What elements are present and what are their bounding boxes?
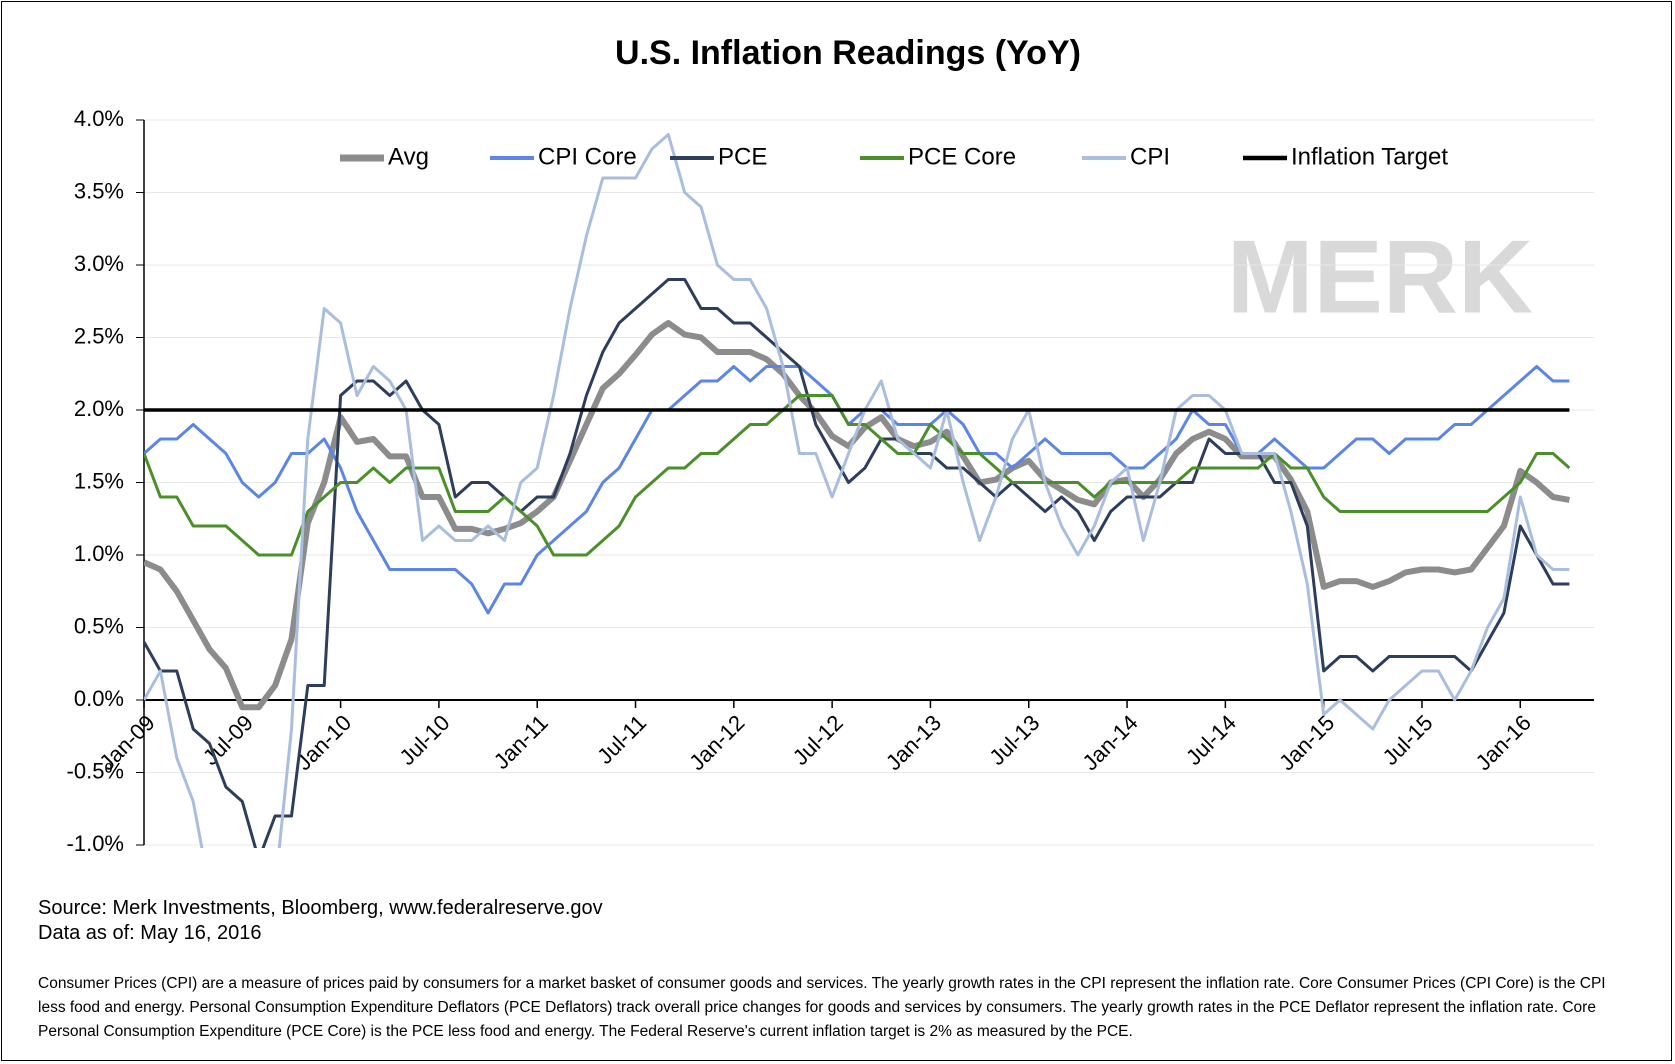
x-tick-label: Jan-11: [489, 710, 553, 774]
legend-label: Avg: [388, 143, 429, 170]
series-line: [144, 133, 1570, 848]
x-tick-label: Jan-15: [1274, 710, 1339, 775]
x-tick-label: Jan-13: [881, 710, 946, 775]
legend-label: PCE: [718, 143, 767, 170]
x-tick-label: Jul-13: [984, 710, 1044, 770]
series-line: [144, 365, 1570, 615]
chart: U.S. Inflation Readings (YoY) MERK -1.0%…: [67, 34, 1594, 856]
chart-title: U.S. Inflation Readings (YoY): [615, 34, 1081, 72]
x-tick-label: Jan-16: [1471, 710, 1536, 775]
y-tick-label: 2.5%: [74, 323, 124, 348]
y-tick-label: -0.5%: [67, 758, 124, 783]
series-line: [144, 394, 1571, 557]
footnote: Consumer Prices (CPI) are a measure of p…: [38, 975, 1606, 1040]
x-tick-label: Jul-11: [592, 710, 651, 769]
x-tick-label: Jul-12: [788, 710, 848, 770]
series-line: [144, 320, 1570, 711]
x-tick-label: Jan-12: [684, 710, 749, 775]
y-tick-label: 3.5%: [74, 178, 124, 203]
legend-label: Inflation Target: [1291, 143, 1448, 170]
x-tick-label: Jul-10: [395, 710, 455, 770]
y-tick-label: 0.5%: [74, 613, 124, 638]
y-tick-label: -1.0%: [67, 831, 124, 856]
y-tick-label: 3.0%: [74, 251, 124, 276]
watermark: MERK: [1227, 219, 1533, 335]
source: Source: Merk Investments, Bloomberg, www…: [38, 897, 603, 919]
x-tick-label: Jul-15: [1378, 710, 1438, 770]
x-tick-label: Jul-14: [1181, 710, 1241, 770]
legend-label: CPI Core: [538, 143, 637, 170]
x-tick-label: Jan-09: [94, 710, 159, 775]
y-tick-label: 1.0%: [74, 541, 124, 566]
series-line: [144, 278, 1570, 848]
y-tick-label: 1.5%: [74, 468, 124, 493]
x-tick-label: Jan-14: [1077, 710, 1142, 775]
y-tick-label: 2.0%: [74, 396, 124, 421]
plot-area: [144, 133, 1571, 848]
legend-label: CPI: [1130, 143, 1170, 170]
legend-label: PCE Core: [908, 143, 1016, 170]
y-tick-label: 0.0%: [74, 686, 124, 711]
y-tick-label: 4.0%: [74, 106, 124, 131]
data-date: Data as of: May 16, 2016: [38, 922, 262, 944]
